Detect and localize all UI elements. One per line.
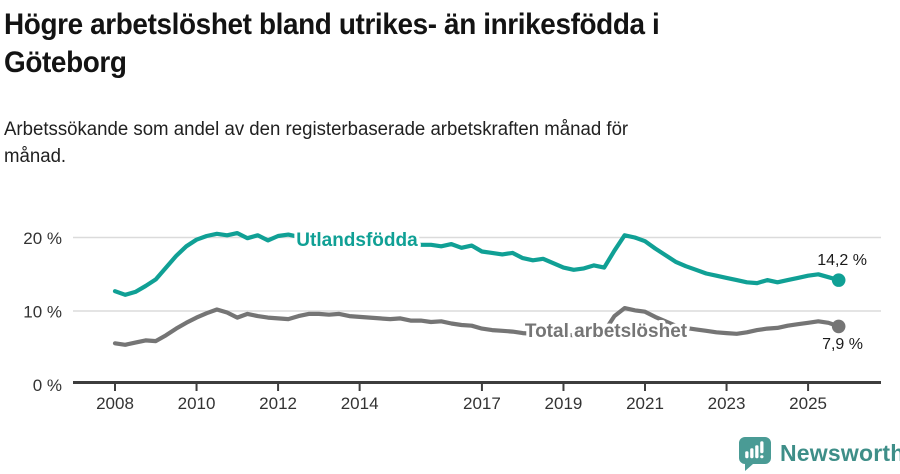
x-tick-label: 2008 <box>96 394 134 413</box>
x-tick-label: 2019 <box>545 394 583 413</box>
y-tick-label: 20 % <box>23 229 62 248</box>
end-value-label-total: 7,9 % <box>822 336 863 353</box>
y-tick-label: 10 % <box>23 303 62 322</box>
page-title-line2: Göteborg <box>4 46 127 79</box>
series-line-utlandsfodda <box>112 231 841 297</box>
x-tick-label: 2014 <box>341 394 379 413</box>
series-label-total: Total arbetslöshet <box>525 321 688 342</box>
newsworthy-wordmark: Newsworthy <box>780 440 900 466</box>
series-label-utlandsfodda: Utlandsfödda <box>296 230 418 251</box>
end-dot-total <box>831 319 846 334</box>
x-tick-label: 2012 <box>259 394 297 413</box>
x-tick-label: 2021 <box>626 394 664 413</box>
x-tick-label: 2023 <box>708 394 746 413</box>
page-title: Högre arbetslöshet bland utrikes- än inr… <box>4 6 709 82</box>
page-title-line1: Högre arbetslöshet bland utrikes- än inr… <box>4 8 660 41</box>
chart-subtitle-line1: Arbetssökande som andel av den registerb… <box>4 119 629 140</box>
chart-subtitle: Arbetssökande som andel av den registerb… <box>4 116 641 170</box>
bar-chart-speech-bubble-icon <box>739 437 771 471</box>
end-value-label-utlandsfodda: 14,2 % <box>817 252 867 269</box>
x-tick-label: 2025 <box>789 394 827 413</box>
end-dot-utlandsfodda <box>831 273 846 287</box>
chart-subtitle-line2: månad. <box>4 146 67 167</box>
y-tick-label: 0 % <box>33 376 62 395</box>
x-tick-label: 2010 <box>178 394 216 413</box>
series-line-total <box>112 306 841 347</box>
newsworthy-branding: Newsworthy <box>738 436 900 471</box>
x-tick-label: 2017 <box>463 394 501 413</box>
